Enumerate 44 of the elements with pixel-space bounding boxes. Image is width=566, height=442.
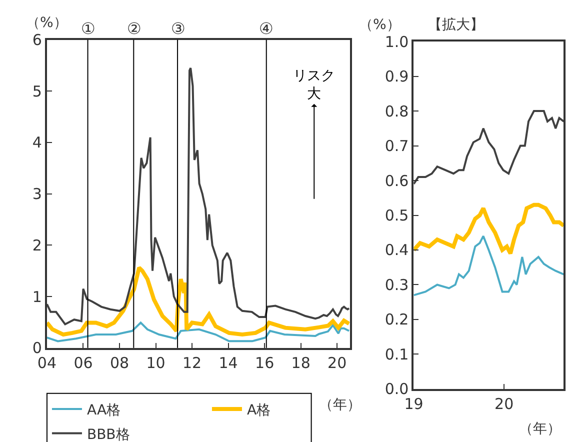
x-tick-label: 16 <box>255 354 274 372</box>
y-tick-label: 1 <box>32 288 42 306</box>
y-tick-label: 0.4 <box>384 241 409 260</box>
ref-line-label: ③ <box>171 19 186 38</box>
line-series <box>414 110 564 185</box>
y-tick-label: 0.6 <box>384 172 409 190</box>
y-tick-label: 6 <box>32 31 42 50</box>
x-tick-label: 08 <box>110 354 130 372</box>
y-axis-title: （%） <box>359 17 400 33</box>
ref-line-label: ② <box>127 19 142 38</box>
chart-title: 【拡大】 <box>428 17 484 33</box>
x-tick-label: 18 <box>291 354 310 372</box>
legend-label: BBB格 <box>86 426 130 442</box>
y-tick-label: 5 <box>32 82 42 100</box>
y-tick-label: 0.2 <box>384 310 409 329</box>
y-tick-label: 0.7 <box>384 137 409 156</box>
line-series <box>414 202 564 256</box>
y-axis-title: （%） <box>26 15 68 31</box>
x-axis-title: （年） <box>319 397 361 413</box>
x-tick-label: 06 <box>74 354 93 372</box>
y-tick-label: 3 <box>32 185 42 204</box>
line-series <box>46 266 350 336</box>
ref-line-label: ① <box>81 19 96 38</box>
line-series <box>414 235 564 296</box>
x-tick-label: 10 <box>146 354 166 372</box>
y-tick-label: 1.0 <box>384 32 409 51</box>
legend-label: AA格 <box>86 402 121 418</box>
x-axis-title: （年） <box>519 421 561 437</box>
line-series <box>46 67 350 326</box>
x-tick-label: 12 <box>182 354 202 372</box>
y-tick-label: 0.3 <box>384 276 409 294</box>
y-tick-label: 4 <box>32 134 42 152</box>
annotation: リスク大 <box>293 68 335 102</box>
line-series <box>46 322 350 342</box>
legend-label: A格 <box>246 402 271 418</box>
y-tick-label: 2 <box>32 236 42 254</box>
x-tick-label: 20 <box>328 354 347 372</box>
y-tick-label: 0.9 <box>384 68 409 86</box>
x-tick-label: 14 <box>218 354 238 372</box>
y-tick-label: 0.5 <box>384 206 409 225</box>
x-tick-label: 20 <box>494 394 514 413</box>
y-tick-label: 0.1 <box>384 345 409 364</box>
y-tick-label: 0.8 <box>384 102 409 120</box>
ref-line-label: ④ <box>259 19 274 38</box>
